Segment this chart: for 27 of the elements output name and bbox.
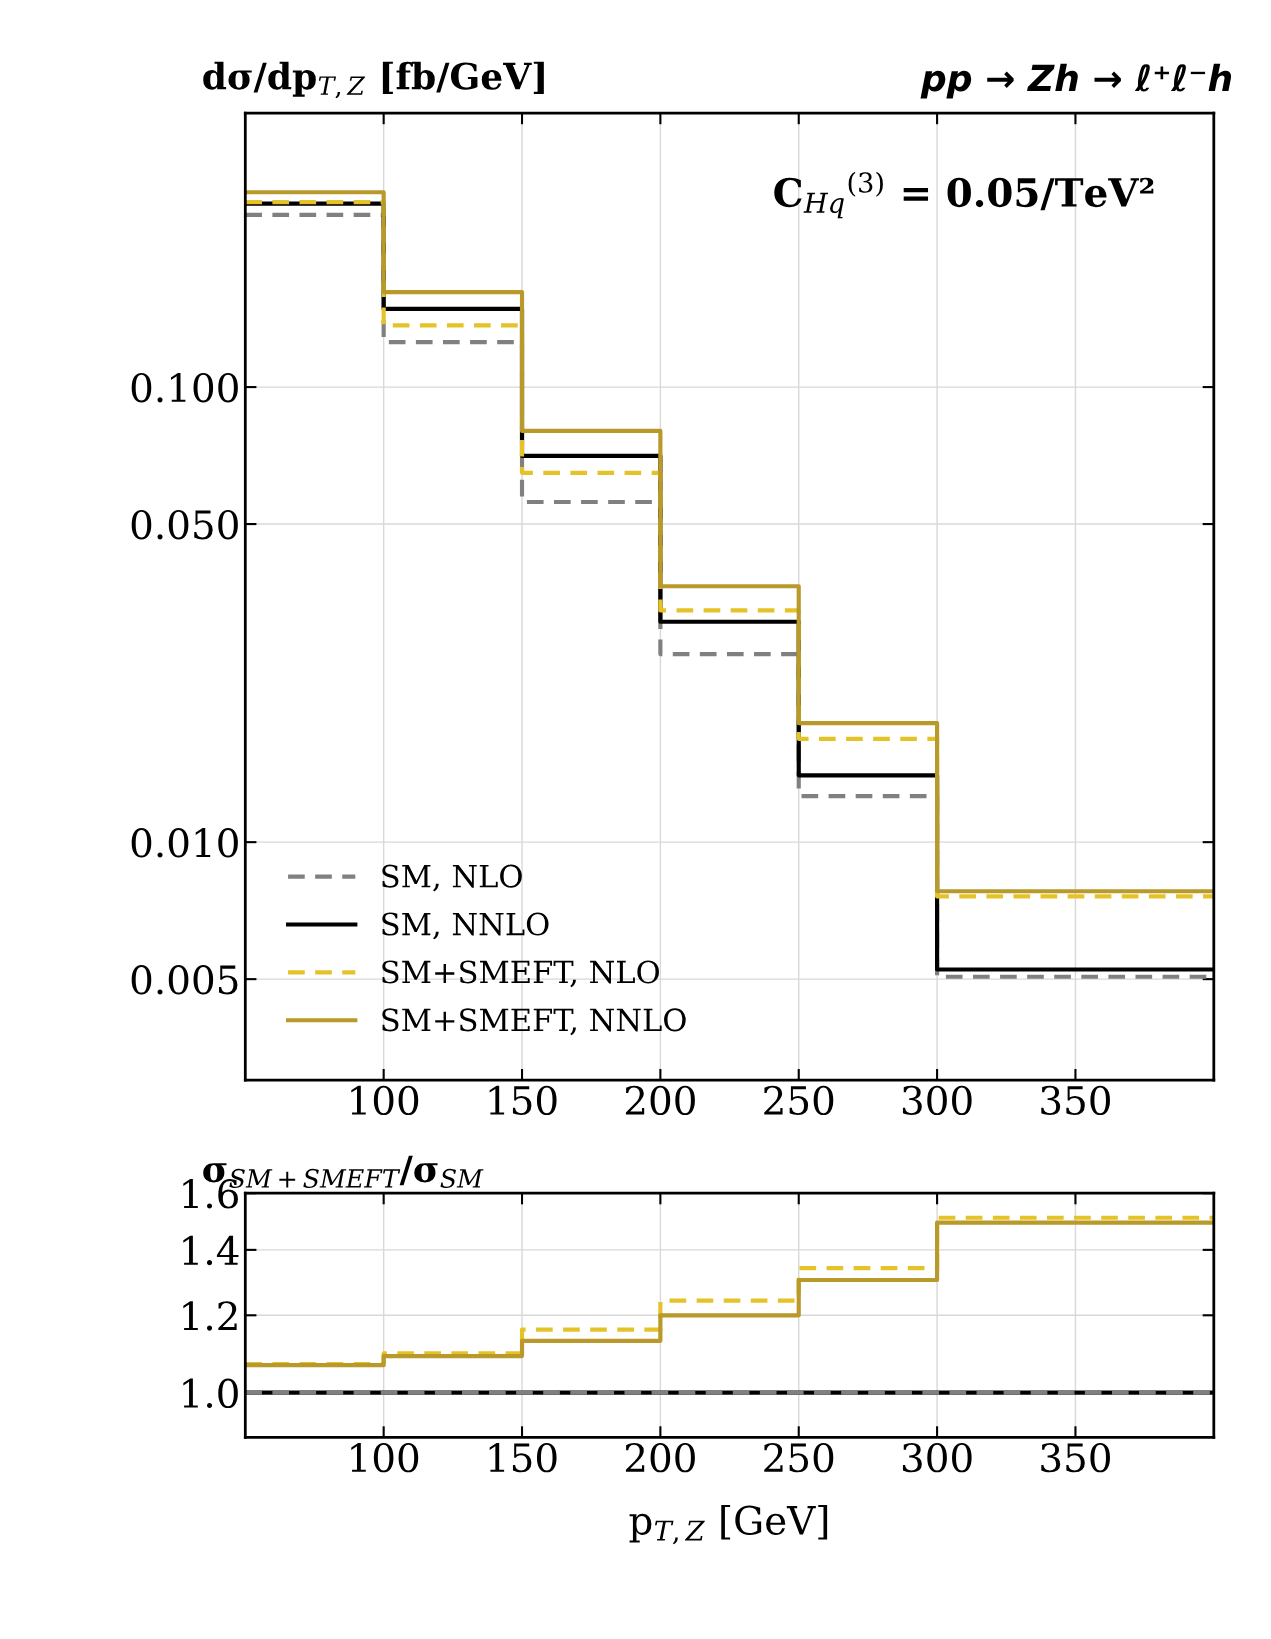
legend-label: SM+SMEFT, NLO <box>382 960 659 988</box>
chart-title: pp → Zh → ℓ⁺ℓ⁻h <box>920 63 1232 99</box>
x-tick-label: 150 <box>489 1442 557 1473</box>
x-axis-title: p$_{T,Z}$ [GeV] <box>629 1504 828 1545</box>
y-tick-label: 1.0 <box>183 1378 238 1409</box>
x-tick-label: 250 <box>764 1085 834 1116</box>
x-tick-label: 300 <box>902 1442 972 1473</box>
y-tick-label: 1.2 <box>183 1301 237 1331</box>
x-tick-label: 350 <box>1041 1085 1110 1116</box>
legend-label: SM, NNLO <box>382 912 549 940</box>
x-tick-label: 250 <box>764 1442 834 1473</box>
x-tick-label: 300 <box>902 1085 972 1116</box>
y-tick-label: 1.4 <box>183 1235 239 1266</box>
y-tick-label: 0.010 <box>131 828 238 858</box>
y-tick-label: 0.005 <box>131 965 238 995</box>
x-tick-label: 150 <box>489 1085 557 1116</box>
y-tick-label: 0.100 <box>131 372 238 403</box>
legend-label: SM+SMEFT, NNLO <box>382 1008 686 1036</box>
y-axis-title: dσ/dp$_{T,Z}$ [fb/GeV] <box>203 61 544 99</box>
x-tick-label: 200 <box>625 1442 695 1473</box>
annotation: C$_{Hq}$$^{(3)}$ = 0.05/TeV² <box>774 171 1154 219</box>
x-tick-label: 200 <box>625 1085 695 1116</box>
x-tick-label: 350 <box>1041 1442 1110 1473</box>
x-tick-label: 100 <box>351 1085 419 1116</box>
y-tick-label: 0.050 <box>131 509 238 540</box>
legend-label: SM, NLO <box>382 864 522 892</box>
x-tick-label: 100 <box>351 1442 419 1473</box>
